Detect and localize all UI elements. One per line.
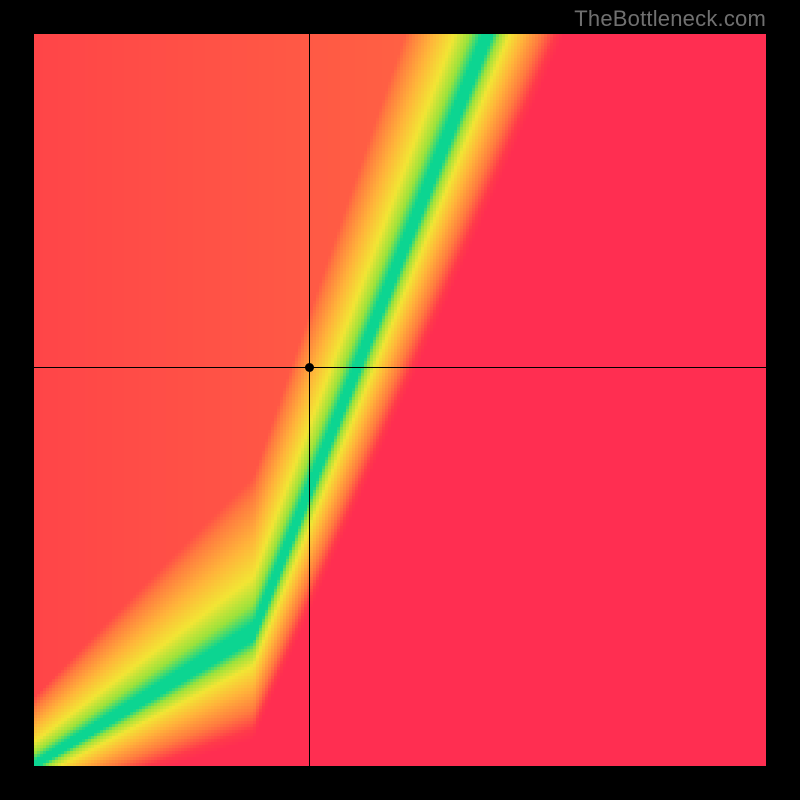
watermark-text: TheBottleneck.com bbox=[574, 6, 766, 32]
heatmap-canvas bbox=[34, 34, 766, 766]
plot-area bbox=[34, 34, 766, 766]
marker-dot bbox=[305, 363, 314, 372]
crosshair-vertical bbox=[309, 34, 310, 766]
crosshair-horizontal bbox=[34, 367, 766, 368]
chart-frame: TheBottleneck.com bbox=[0, 0, 800, 800]
